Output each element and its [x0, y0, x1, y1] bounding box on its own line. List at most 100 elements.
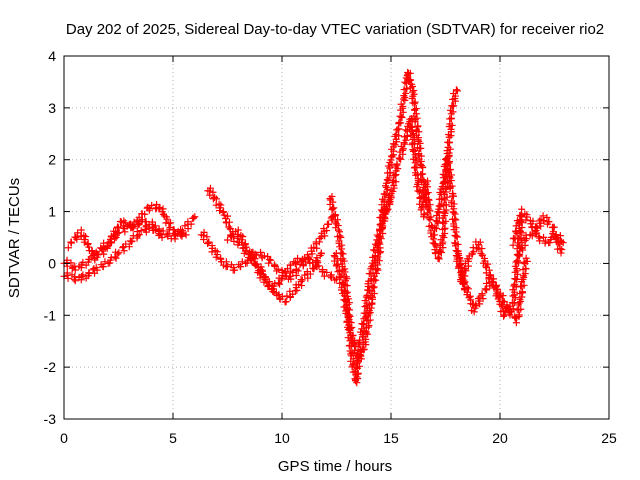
data-point [498, 301, 506, 309]
data-point [513, 265, 521, 273]
data-point [114, 250, 122, 258]
data-point [374, 240, 382, 248]
data-point [380, 213, 388, 221]
data-point [447, 128, 455, 136]
data-point [448, 102, 456, 110]
data-point [99, 263, 107, 271]
data-point [271, 279, 279, 287]
x-tick-label: 10 [274, 430, 290, 446]
data-point [414, 180, 422, 188]
data-point [332, 220, 340, 228]
data-point [438, 195, 446, 203]
data-point [72, 233, 80, 241]
data-point [536, 237, 544, 245]
data-point [427, 227, 435, 235]
data-point [255, 264, 263, 272]
data-point [212, 195, 220, 203]
data-point [415, 128, 423, 136]
data-point [395, 154, 403, 162]
data-point [337, 233, 345, 241]
data-point [409, 147, 417, 155]
data-point [522, 265, 530, 273]
data-point [278, 293, 286, 301]
data-point [74, 229, 82, 237]
axis-ticks [63, 55, 610, 420]
data-point [151, 226, 159, 234]
data-point [554, 239, 562, 247]
data-point [148, 221, 156, 229]
data-point [81, 236, 89, 244]
data-point [481, 254, 489, 262]
data-point [528, 232, 536, 240]
data-point [434, 208, 442, 216]
data-point [423, 189, 431, 197]
data-point [557, 249, 565, 257]
data-point [431, 231, 439, 239]
data-point [393, 138, 401, 146]
data-point [399, 145, 407, 153]
data-point [410, 100, 418, 108]
data-point [517, 282, 525, 290]
data-point [345, 311, 353, 319]
data-point [417, 144, 425, 152]
data-point [283, 272, 291, 280]
data-point [452, 232, 460, 240]
data-point [406, 76, 414, 84]
data-point [329, 205, 337, 213]
data-point [142, 223, 150, 231]
data-point [187, 220, 195, 228]
data-point [371, 253, 379, 261]
data-point [451, 239, 459, 247]
data-point [316, 234, 324, 242]
data-point [458, 271, 466, 279]
data-point [127, 238, 135, 246]
data-point [419, 164, 427, 172]
data-point [297, 278, 305, 286]
data-point [374, 246, 382, 254]
data-point [121, 219, 129, 227]
data-point [289, 290, 297, 298]
data-point [519, 272, 527, 280]
data-point [294, 267, 302, 275]
data-point [224, 212, 232, 220]
data-point [435, 202, 443, 210]
data-point [79, 271, 87, 279]
data-point [286, 261, 294, 269]
data-point [333, 275, 340, 283]
data-point [509, 241, 517, 249]
data-point [478, 245, 486, 253]
data-point [115, 249, 123, 257]
data-point [543, 214, 551, 222]
data-point [465, 255, 473, 263]
data-point [384, 205, 392, 213]
data-point [338, 271, 346, 279]
data-point [556, 245, 564, 253]
data-point [328, 206, 336, 214]
data-point [523, 257, 531, 265]
data-point [120, 247, 128, 255]
data-point [338, 284, 346, 292]
data-point [71, 266, 79, 274]
data-point [379, 217, 387, 225]
data-point [64, 244, 72, 252]
data-point [330, 204, 338, 212]
data-point [277, 276, 285, 284]
data-point [238, 236, 246, 244]
data-point [518, 289, 526, 297]
data-point [320, 272, 328, 280]
data-point [382, 207, 390, 215]
data-point [319, 267, 327, 275]
data-point [274, 265, 282, 273]
data-point [448, 121, 456, 129]
data-point [257, 248, 265, 256]
data-point [392, 178, 400, 186]
data-point [267, 256, 275, 264]
data-point [523, 213, 531, 221]
data-point [209, 188, 217, 196]
data-point [433, 243, 441, 251]
data-point [508, 299, 516, 307]
data-point [344, 326, 352, 334]
data-point [203, 233, 211, 241]
data-point [500, 311, 508, 319]
data-point [170, 226, 178, 234]
